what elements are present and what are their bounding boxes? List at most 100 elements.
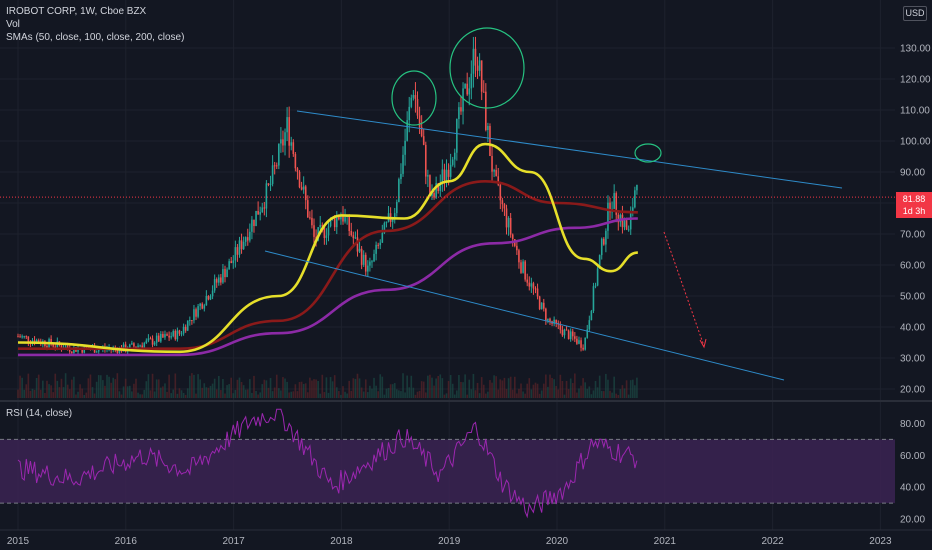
volume-bar	[25, 384, 28, 398]
candle-body	[180, 333, 183, 335]
candle-body	[400, 173, 402, 180]
volume-bar	[538, 393, 541, 398]
candle-body	[441, 169, 444, 184]
candle-body	[309, 217, 311, 219]
currency-badge[interactable]: USD	[903, 6, 927, 21]
volume-bar	[557, 389, 560, 398]
volume-bar	[232, 393, 235, 398]
volume-bar	[33, 389, 36, 398]
candle-body	[236, 247, 239, 255]
candle-body	[77, 348, 79, 352]
volume-bar	[518, 388, 520, 398]
drawings[interactable]	[264, 27, 843, 381]
candle-body	[207, 295, 210, 300]
annotation-circle[interactable]	[391, 70, 437, 126]
volume-bar	[263, 379, 266, 398]
volume-bar	[307, 392, 309, 398]
volume-legend[interactable]: Vol	[6, 19, 20, 30]
volume-bar	[329, 377, 332, 398]
candle-body	[511, 234, 514, 240]
volume-bar	[636, 377, 638, 398]
volume-bar	[269, 378, 272, 398]
sma-200-line	[18, 217, 638, 357]
annotation-circle[interactable]	[449, 27, 525, 109]
volume-bar	[565, 380, 568, 398]
candle-body	[433, 192, 435, 198]
candle-body	[364, 254, 367, 272]
volume-bar	[170, 393, 172, 398]
volume-bar	[578, 388, 580, 398]
candle-body	[307, 200, 309, 218]
volume-bar	[203, 383, 206, 398]
volume-bar	[128, 385, 131, 398]
volume-bar	[321, 374, 324, 398]
volume-bar	[453, 394, 456, 398]
candle-body	[282, 139, 284, 146]
candle-body	[286, 117, 288, 133]
volume-bar	[433, 385, 435, 398]
volume-bar	[182, 392, 185, 398]
volume-bar	[131, 391, 133, 398]
candle-body	[135, 346, 137, 348]
volume-bar	[151, 373, 154, 398]
time-axis[interactable]: 2015 2016 2017 2018 2019 2020 2021 2022 2023	[0, 529, 932, 547]
volume-bar	[402, 373, 404, 398]
price-axis[interactable]: 130.00120.00110.00100.0090.0080.0070.006…	[900, 44, 931, 396]
candle-body	[553, 319, 555, 324]
volume-bar	[75, 394, 77, 398]
upper-trendline[interactable]	[296, 110, 843, 189]
volume-bar	[379, 374, 382, 398]
candle-body	[246, 237, 249, 241]
sma-legend[interactable]: SMAs (50, close, 100, close, 200, close)	[6, 32, 185, 43]
volume-bar	[412, 387, 415, 398]
volume-bar	[302, 383, 305, 398]
candle-body	[280, 139, 282, 144]
projection-arrow[interactable]	[663, 231, 705, 347]
candle-body	[244, 237, 247, 242]
candle-body	[174, 331, 177, 340]
rsi-line	[17, 408, 638, 519]
volume-bar	[93, 393, 96, 398]
volume-bar	[381, 376, 384, 398]
volume-bar	[373, 377, 375, 398]
price-axis-label: 30.00	[900, 354, 925, 365]
candle-body	[228, 261, 230, 270]
volume-bar	[424, 392, 427, 398]
candle-body	[128, 344, 131, 350]
volume-bar	[524, 393, 526, 398]
symbol-title[interactable]: IROBOT CORP, 1W, Cboe BZX	[6, 6, 147, 17]
candle-body	[290, 142, 293, 146]
volume-bar	[240, 382, 243, 398]
volume-bar	[621, 385, 624, 398]
volume-bar	[447, 381, 450, 398]
candle-body	[321, 224, 324, 227]
volume-bar	[534, 382, 537, 398]
time-axis-label: 2016	[115, 536, 138, 547]
candle-body	[404, 140, 406, 155]
candle-body	[453, 152, 456, 160]
volume-bar	[352, 378, 355, 398]
candle-body	[594, 285, 597, 287]
annotation-circle[interactable]	[634, 143, 662, 163]
candle-body	[139, 345, 141, 347]
candle-body	[253, 219, 255, 227]
lower-trendline[interactable]	[264, 250, 785, 381]
candle-body	[449, 164, 452, 177]
volume-bar	[478, 393, 481, 398]
volume-bar	[580, 385, 582, 398]
volume-bar	[468, 379, 471, 398]
candle-body	[265, 183, 268, 209]
rsi-legend[interactable]: RSI (14, close)	[6, 408, 73, 419]
rsi-axis[interactable]: 80.00 60.00 40.00 20.00	[900, 419, 925, 526]
volume-bar	[149, 390, 152, 398]
volume-bar	[176, 393, 179, 398]
volume-bar	[309, 377, 311, 398]
candle-body	[393, 213, 396, 218]
volume-bar	[410, 375, 413, 398]
volume-bar	[39, 389, 42, 398]
volume-bar	[294, 384, 297, 398]
volume-bar	[246, 389, 249, 398]
volume-bar	[91, 387, 94, 398]
candle-body	[600, 238, 603, 256]
